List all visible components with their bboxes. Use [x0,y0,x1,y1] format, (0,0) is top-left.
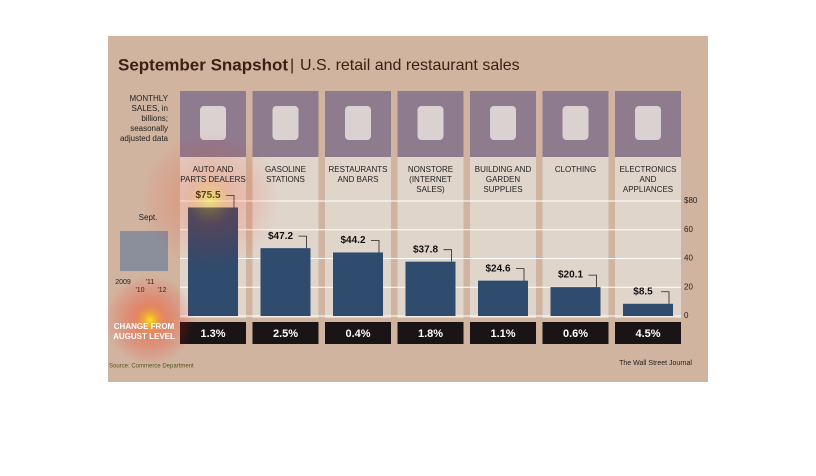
bar [550,287,601,316]
icon [490,106,516,140]
subtitle: U.S. retail and restaurant sales [300,57,520,74]
icon [562,106,589,140]
change-box [252,322,319,344]
label-leader [516,268,525,281]
change-label: 1.3% [200,328,225,340]
change-label: 2.5% [273,328,298,340]
label-leader [588,274,597,288]
change-box [325,322,391,344]
bar [260,248,311,316]
bar [333,252,383,316]
category-label: NONSTORE (INTERNET SALES) [407,165,454,194]
change-box [180,322,246,344]
label-leader [443,249,452,262]
inset-year: 2009 [115,279,131,286]
axis-note: MONTHLY SALES, in billions; seasonally a… [119,94,168,143]
change-title: CHANGE FROM AUGUST LEVEL [113,322,175,341]
label-leader [298,235,307,249]
value-label: $20.1 [558,270,583,281]
change-label: 1.8% [418,328,443,340]
category-label: BUILDING AND GARDEN SUPPLIES [474,165,532,194]
y-tick-label: 60 [684,225,693,234]
icon [635,106,661,140]
value-label: $47.2 [268,231,293,242]
icon [272,106,299,140]
bar [405,261,456,316]
credit: The Wall Street Journal [619,360,692,367]
source: Source: Commerce Department [109,364,194,370]
heat-spot [105,275,195,365]
category-label: AUTO AND PARTS DEALERS [180,165,246,184]
change-label: 1.1% [490,328,515,340]
category-label: RESTAURANTS AND BARS [328,165,388,184]
title: September Snapshot [118,55,288,74]
category-label: ELECTRONICS AND APPLIANCES [619,165,677,194]
value-label: $8.5 [633,286,653,297]
y-tick-label: 20 [684,282,693,291]
title-divider: | [290,57,294,74]
change-label: 4.5% [635,328,660,340]
icon [417,106,444,140]
bar [478,280,528,316]
value-label: $37.8 [413,244,438,255]
change-box [542,322,609,344]
y-tick-label: $80 [684,196,698,205]
value-label: $44.2 [340,235,365,246]
label-leader [661,291,670,304]
y-tick-label: 0 [684,311,689,320]
value-label: $24.6 [485,263,510,274]
bar [623,303,673,316]
heat-spot [140,130,280,270]
change-box [470,322,536,344]
y-tick-label: 40 [684,254,693,263]
panel [615,157,681,318]
label-leader [371,240,380,253]
category-label: GASOLINE STATIONS [265,165,306,184]
change-box [397,322,464,344]
change-box [615,322,681,344]
change-label: 0.6% [563,328,588,340]
category-label: CLOTHING [554,165,597,174]
change-label: 0.4% [345,328,370,340]
icon [345,106,371,140]
